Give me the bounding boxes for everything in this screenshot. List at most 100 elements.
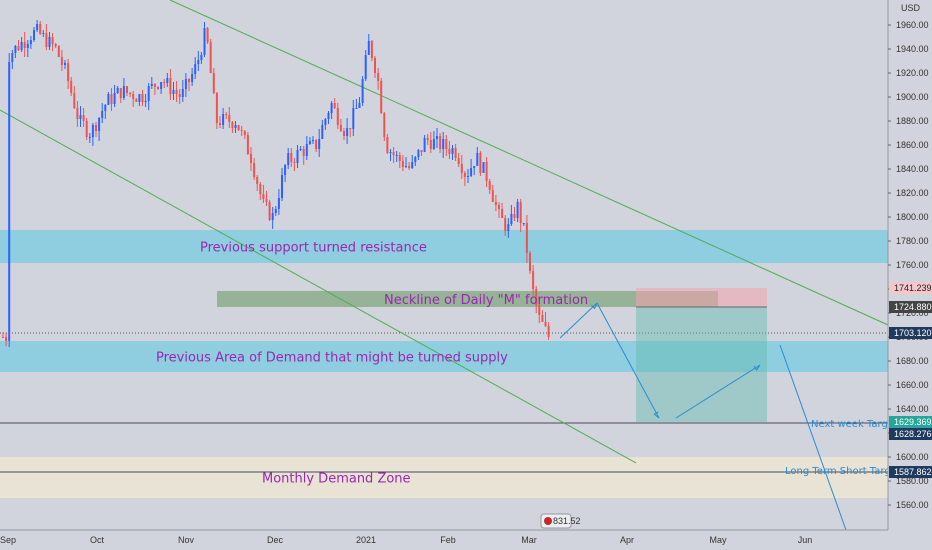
candle bbox=[116, 88, 119, 93]
candle bbox=[42, 33, 45, 34]
candle bbox=[197, 60, 200, 64]
price-tick-label: 1800.00 bbox=[896, 212, 929, 222]
candle bbox=[36, 24, 39, 30]
candle bbox=[147, 86, 150, 101]
candle bbox=[380, 81, 383, 113]
zone-label-0: Previous support turned resistance bbox=[200, 241, 427, 256]
candle bbox=[26, 44, 29, 48]
candle bbox=[222, 114, 225, 125]
candle bbox=[265, 199, 268, 202]
zone-label-2: Previous Area of Demand that might be tu… bbox=[156, 351, 508, 366]
candle bbox=[2, 337, 4, 338]
candle bbox=[60, 57, 63, 65]
time-tick-label: Nov bbox=[178, 535, 195, 545]
candle bbox=[488, 181, 491, 190]
arrow-head-1 bbox=[653, 411, 660, 419]
candle bbox=[315, 140, 318, 149]
candle bbox=[67, 63, 70, 81]
candle bbox=[163, 82, 166, 83]
candle bbox=[48, 37, 51, 47]
candle bbox=[476, 153, 479, 166]
time-tick-label: Feb bbox=[440, 535, 456, 545]
candle bbox=[246, 135, 249, 154]
candle bbox=[299, 149, 302, 150]
price-tag-4 bbox=[889, 428, 932, 440]
earnings-marker: 831.52 bbox=[540, 513, 581, 529]
candle bbox=[504, 218, 507, 231]
candle bbox=[352, 108, 355, 129]
candle bbox=[312, 140, 314, 141]
candle bbox=[284, 165, 287, 175]
price-tick-label: 1660.00 bbox=[896, 380, 929, 390]
price-axis: USD1560.001580.001600.001620.001640.0016… bbox=[887, 0, 932, 550]
candle bbox=[358, 103, 361, 108]
zone-label-1: Neckline of Daily "M" formation bbox=[384, 293, 588, 308]
candle bbox=[107, 94, 110, 105]
candle bbox=[454, 148, 457, 158]
candle bbox=[135, 99, 138, 102]
candle bbox=[287, 153, 290, 165]
arrow-2 bbox=[675, 364, 761, 419]
candle bbox=[150, 84, 153, 86]
price-tag-label-2: 1703.120 bbox=[894, 328, 932, 338]
price-tag-label-4: 1628.276 bbox=[894, 429, 932, 439]
candle bbox=[203, 28, 206, 55]
candle bbox=[57, 46, 60, 57]
candle bbox=[240, 130, 243, 131]
candle bbox=[367, 41, 370, 55]
candle bbox=[219, 123, 221, 125]
candle bbox=[253, 163, 256, 177]
candle bbox=[386, 137, 389, 153]
candle bbox=[383, 113, 386, 137]
candle bbox=[234, 125, 237, 128]
candle bbox=[460, 164, 463, 173]
time-tick-label: Oct bbox=[90, 535, 105, 545]
candle bbox=[119, 88, 122, 98]
candle bbox=[172, 90, 175, 94]
candle bbox=[374, 58, 376, 73]
candle bbox=[184, 79, 187, 89]
price-tick-label: 1820.00 bbox=[896, 188, 929, 198]
candle bbox=[122, 86, 125, 98]
candle bbox=[95, 125, 97, 131]
price-tick-label: 1900.00 bbox=[896, 92, 929, 102]
candle bbox=[370, 41, 373, 58]
candle bbox=[494, 202, 497, 205]
candle bbox=[54, 44, 57, 46]
candle bbox=[395, 155, 398, 156]
candle bbox=[274, 209, 277, 213]
zone-labels: Previous support turned resistance Neckli… bbox=[156, 241, 901, 487]
arrow-3 bbox=[779, 344, 847, 531]
candle bbox=[346, 128, 349, 136]
price-tick-label: 1920.00 bbox=[896, 68, 929, 78]
candle bbox=[281, 175, 283, 198]
candle bbox=[129, 93, 132, 94]
candle bbox=[336, 108, 339, 125]
candle bbox=[330, 103, 333, 113]
time-axis-bg bbox=[0, 530, 932, 550]
candle bbox=[157, 87, 159, 89]
price-tag-label-0: 1741.239 bbox=[894, 283, 932, 293]
candle bbox=[525, 223, 528, 253]
candle bbox=[91, 125, 94, 137]
candle bbox=[507, 224, 510, 231]
marker-label: 831.52 bbox=[553, 516, 581, 526]
candle bbox=[175, 90, 178, 94]
candle bbox=[200, 55, 203, 60]
price-tag-label-1: 1724.880 bbox=[894, 302, 932, 312]
time-tick-label: Sep bbox=[0, 535, 16, 545]
price-tag-1 bbox=[889, 301, 932, 313]
candle bbox=[479, 153, 482, 173]
candle bbox=[457, 158, 460, 164]
candle bbox=[547, 326, 550, 337]
candle bbox=[70, 81, 73, 93]
candle bbox=[8, 62, 11, 341]
candle bbox=[522, 223, 525, 224]
price-tick-label: 1960.00 bbox=[896, 20, 929, 30]
candles-layer bbox=[2, 20, 550, 347]
candle bbox=[73, 93, 76, 108]
candle bbox=[85, 121, 88, 137]
candle bbox=[33, 30, 35, 40]
time-tick-label: Apr bbox=[620, 535, 634, 545]
